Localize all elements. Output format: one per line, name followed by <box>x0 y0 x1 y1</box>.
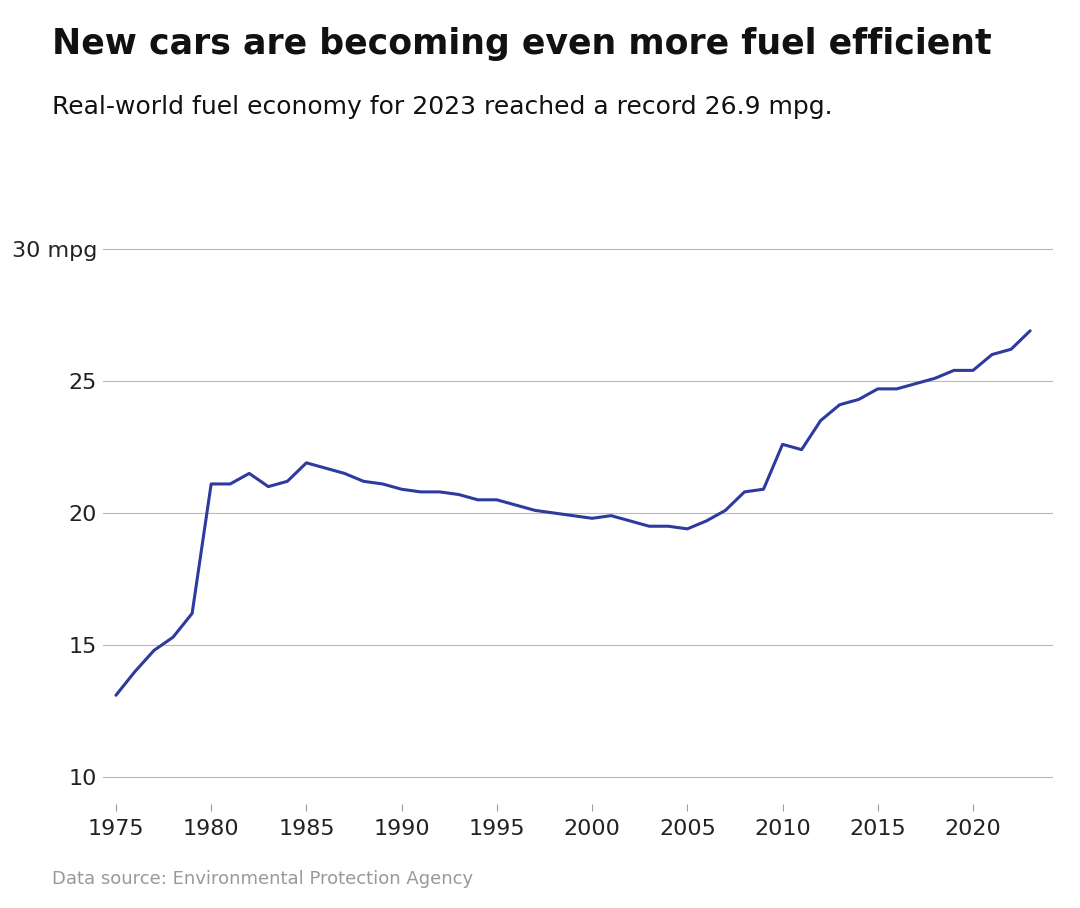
Text: Data source: Environmental Protection Agency: Data source: Environmental Protection Ag… <box>52 870 473 888</box>
Text: Real-world fuel economy for 2023 reached a record 26.9 mpg.: Real-world fuel economy for 2023 reached… <box>52 95 833 119</box>
Text: New cars are becoming even more fuel efficient: New cars are becoming even more fuel eff… <box>52 27 991 61</box>
